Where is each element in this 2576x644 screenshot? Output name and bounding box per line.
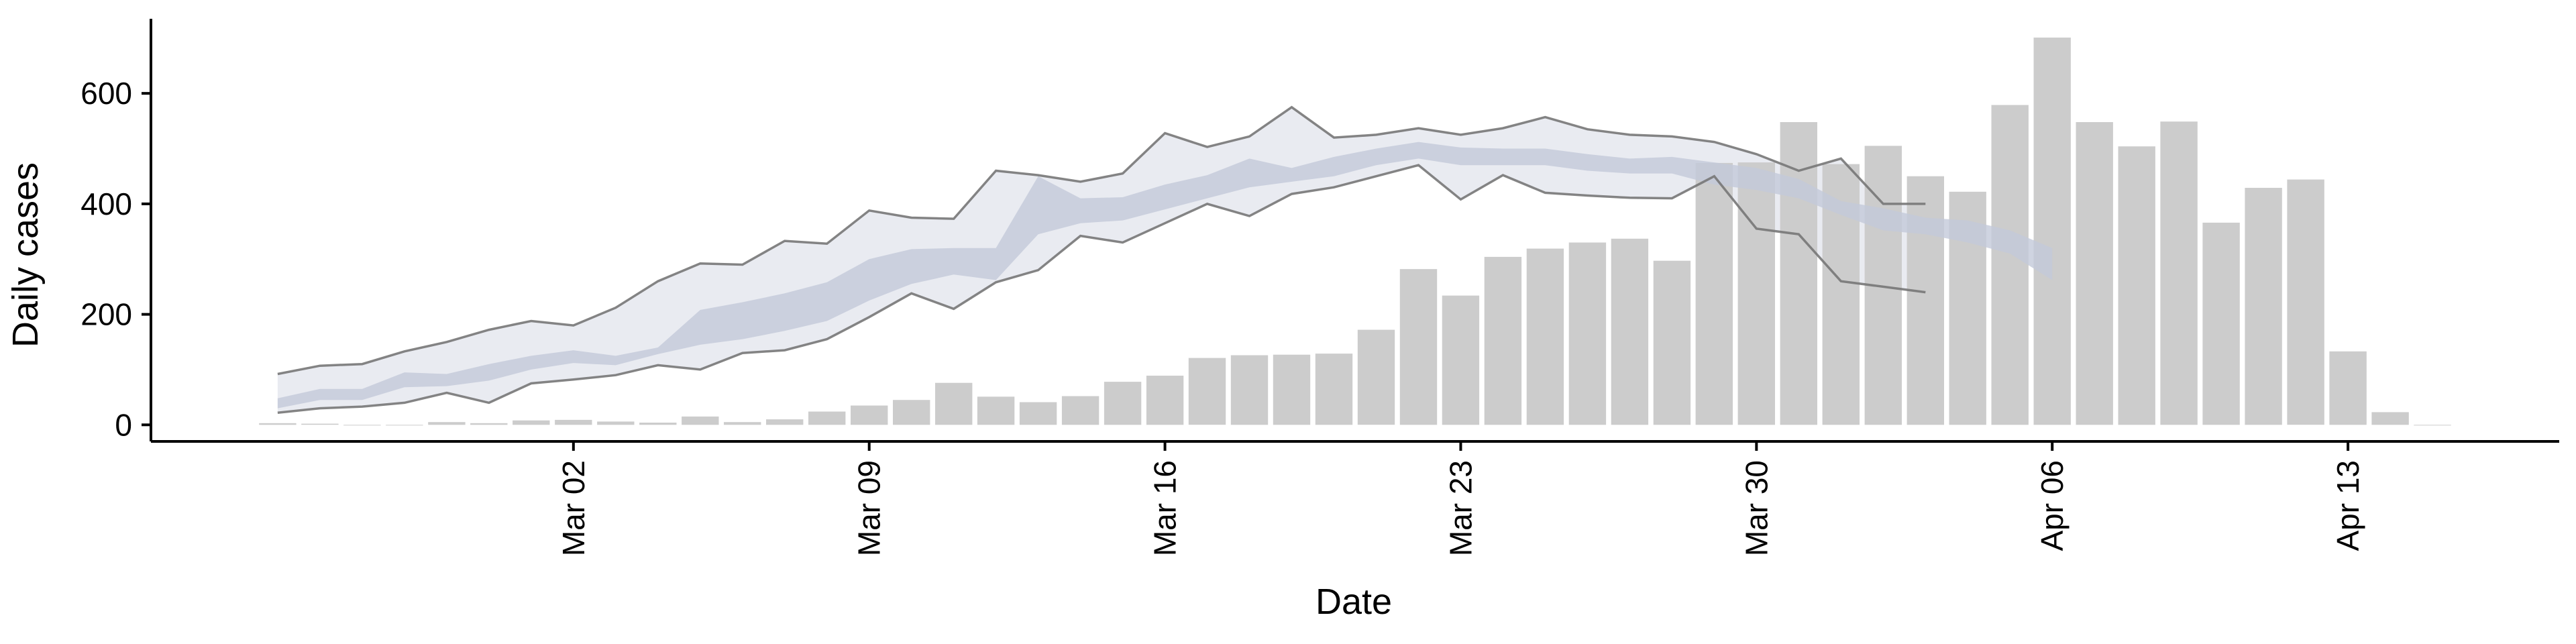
- y-tick-label-200: 200: [80, 297, 132, 332]
- bar-2020-03-18: [1230, 355, 1269, 425]
- x-tick-label-2020-03-09: Mar 09: [852, 460, 887, 556]
- x-tick-label-2020-04-06: Apr 06: [2035, 460, 2070, 551]
- bar-2020-04-14: [2371, 412, 2409, 425]
- bar-2020-03-01: [513, 420, 550, 425]
- bar-2020-03-03: [597, 421, 635, 425]
- bar-2020-03-31: [1780, 122, 1817, 425]
- bar-2020-03-06: [724, 422, 761, 425]
- upper-bound-line: [277, 105, 1926, 376]
- bar-2020-02-29: [470, 423, 508, 425]
- bar-2020-02-25: [301, 423, 339, 425]
- bar-2020-02-28: [428, 422, 466, 425]
- bar-2020-03-15: [1104, 382, 1142, 425]
- bar-2020-04-03: [1907, 176, 1944, 425]
- bar-2020-03-29: [1695, 162, 1733, 425]
- inner-band: [277, 142, 2053, 409]
- bar-2020-03-23: [1442, 295, 1480, 425]
- y-axis-title: Daily cases: [5, 162, 46, 347]
- bar-2020-03-28: [1653, 260, 1691, 425]
- x-tick-label-2020-03-30: Mar 30: [1739, 460, 1774, 556]
- estimate-bound-lines: [277, 105, 2053, 414]
- lower-bound-line: [277, 164, 1926, 414]
- bar-2020-02-24: [259, 423, 297, 425]
- x-tick-label-2020-03-02: Mar 02: [556, 460, 591, 556]
- bar-2020-03-26: [1568, 242, 1607, 425]
- x-tick-label-2020-03-16: Mar 16: [1148, 460, 1183, 556]
- bar-2020-03-19: [1273, 354, 1311, 425]
- y-tick-label-0: 0: [115, 407, 132, 442]
- bar-2020-04-08: [2118, 146, 2155, 425]
- bar-2020-04-13: [2329, 351, 2367, 425]
- x-tick-label-2020-03-23: Mar 23: [1444, 460, 1479, 556]
- bar-2020-03-25: [1526, 248, 1564, 425]
- bar-2020-04-07: [2076, 122, 2113, 425]
- bar-2020-03-30: [1737, 162, 1775, 425]
- bar-2020-03-27: [1611, 238, 1649, 425]
- bar-2020-03-22: [1399, 269, 1438, 425]
- bar-2020-03-13: [1019, 402, 1057, 425]
- bar-2020-04-11: [2245, 188, 2282, 425]
- bar-2020-03-10: [893, 400, 930, 425]
- bar-2020-03-14: [1061, 396, 1099, 425]
- axes: 0 200 400 600 Mar 02 Mar 09 Mar 16 Mar 23 Mar 30…: [80, 19, 2559, 556]
- bar-2020-03-12: [977, 396, 1015, 425]
- bar-2020-03-16: [1146, 376, 1184, 425]
- bar-2020-03-17: [1188, 358, 1226, 425]
- bar-2020-04-06: [2033, 38, 2071, 425]
- x-tick-label-2020-04-13: Apr 13: [2330, 460, 2365, 551]
- bar-2020-04-10: [2202, 222, 2240, 425]
- bar-2020-04-05: [1991, 105, 2029, 425]
- bar-2020-03-02: [555, 419, 592, 425]
- bar-2020-04-12: [2287, 179, 2324, 425]
- x-axis-title: Date: [1316, 582, 1392, 622]
- y-tick-label-400: 400: [80, 186, 132, 221]
- y-tick-label-600: 600: [80, 76, 132, 111]
- bar-2020-03-04: [639, 423, 677, 425]
- bar-2020-03-24: [1484, 256, 1522, 425]
- bar-2020-04-09: [2160, 121, 2198, 425]
- bar-2020-03-09: [851, 405, 888, 425]
- bar-2020-03-08: [808, 411, 846, 425]
- bars: [259, 38, 2451, 426]
- bar-2020-03-11: [935, 382, 973, 425]
- bar-2020-03-20: [1315, 354, 1353, 425]
- bar-2020-03-21: [1357, 329, 1395, 425]
- bar-2020-03-05: [682, 416, 719, 425]
- bar-2020-03-07: [766, 419, 804, 425]
